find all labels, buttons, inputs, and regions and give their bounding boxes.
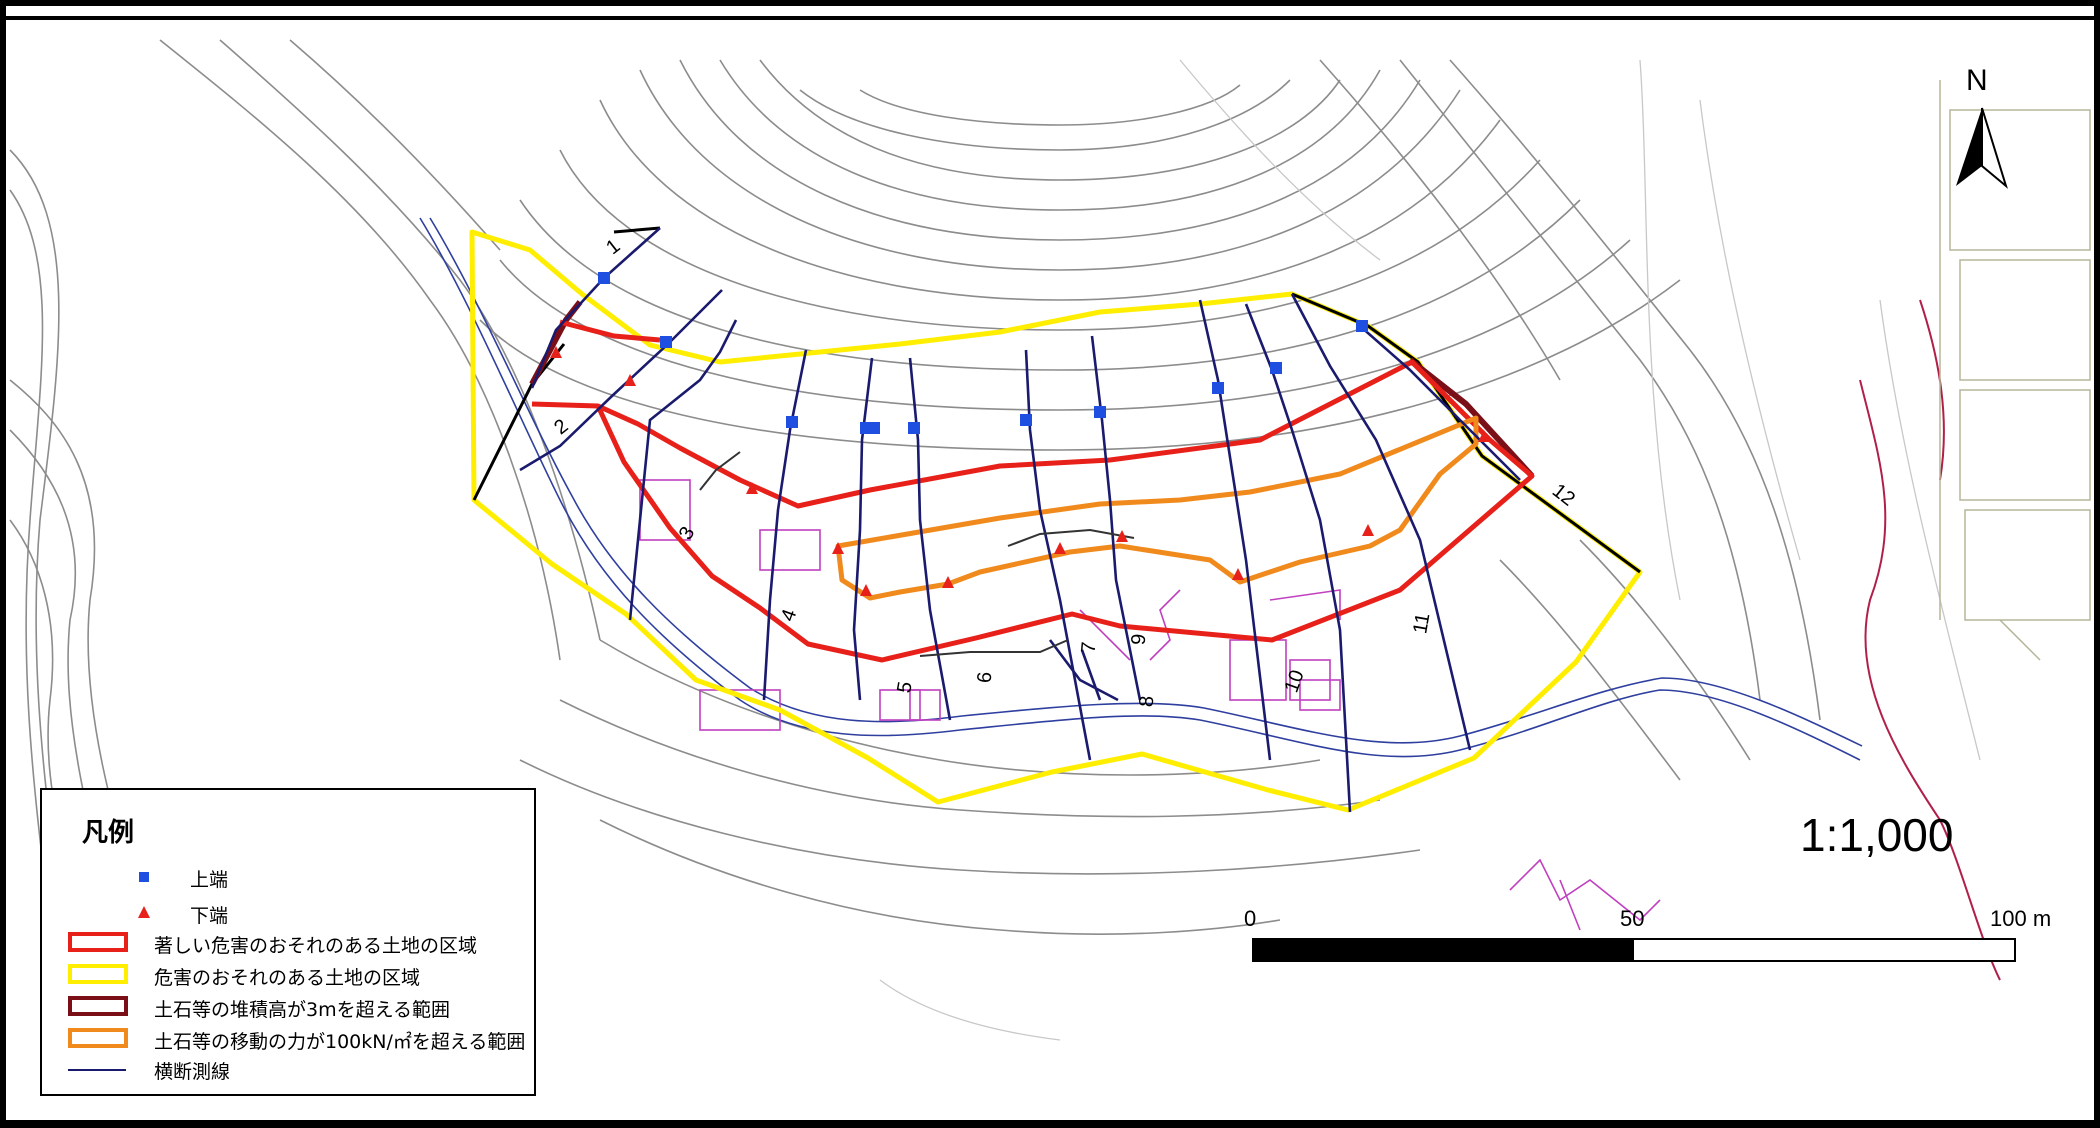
legend-label-severe-zone: 著しい危害のおそれのある土地の区域 <box>154 934 478 957</box>
field-boundary <box>1859 299 2001 981</box>
lower-markers <box>550 346 1490 596</box>
legend-item-deposit-zone: 土石等の堆積高が3mを超える範囲 <box>68 994 450 1022</box>
upper-markers <box>598 272 1368 434</box>
contour-lines <box>9 39 1821 1001</box>
survey-lines <box>519 227 1521 813</box>
severe-zone-swatch <box>68 930 140 958</box>
legend-item-force-zone: 土石等の移動の力が100kN/㎡を超える範囲 <box>68 1026 525 1054</box>
severe-zone-outline <box>531 359 1535 663</box>
north-arrow-icon <box>1956 107 2008 189</box>
legend: 凡例 上端 下端 著しい危害のおそれのある土地の区域 危害のおそれのある土地の区… <box>40 788 536 1096</box>
severe-zone-top-edge <box>559 319 661 343</box>
legend-label-upper: 上端 <box>190 868 229 891</box>
road <box>419 217 1863 761</box>
scale-bar <box>1252 938 2016 962</box>
section-label-8: 8 <box>1135 694 1159 708</box>
scale-ratio: 1:1,000 <box>1800 809 1954 861</box>
legend-label-hazard-zone: 危害のおそれのある土地の区域 <box>154 966 421 989</box>
scale-tick-0: 0 <box>1244 906 1257 931</box>
scale-tick-50: 50 <box>1620 906 1645 931</box>
section-label-9: 9 <box>1127 632 1151 646</box>
legend-title: 凡例 <box>82 818 135 848</box>
legend-item-lower: 下端 <box>68 900 228 928</box>
farm-plots <box>1939 80 2091 661</box>
scale-tick-100: 100 m <box>1990 906 2052 931</box>
deposit-zone-swatch <box>68 994 140 1022</box>
legend-item-severe-zone: 著しい危害のおそれのある土地の区域 <box>68 930 477 958</box>
legend-label-deposit-zone: 土石等の堆積高が3mを超える範囲 <box>154 998 451 1021</box>
survey-line-swatch <box>68 1056 140 1084</box>
legend-item-upper: 上端 <box>68 864 228 892</box>
contour-lines-light <box>879 59 1981 1041</box>
section-label-7: 7 <box>1077 640 1101 654</box>
force-zone-swatch <box>68 1026 140 1054</box>
scale-bar-filled-segment <box>1254 940 1634 960</box>
legend-label-force-zone: 土石等の移動の力が100kN/㎡を超える範囲 <box>154 1030 526 1053</box>
north-label: N <box>1966 64 1988 97</box>
section-label-6: 6 <box>973 670 997 684</box>
force-zone-outline <box>835 415 1479 601</box>
retaining-wall <box>699 451 1135 657</box>
square-marker-icon <box>68 864 149 892</box>
legend-item-hazard-zone: 危害のおそれのある土地の区域 <box>68 962 420 990</box>
legend-item-survey-line: 横断測線 <box>68 1056 230 1084</box>
section-label-11: 11 <box>1409 611 1435 636</box>
triangle-marker-icon <box>68 900 150 928</box>
legend-label-survey-line: 横断測線 <box>154 1060 231 1083</box>
hazard-zone-swatch <box>68 962 140 990</box>
legend-label-lower: 下端 <box>190 904 229 927</box>
